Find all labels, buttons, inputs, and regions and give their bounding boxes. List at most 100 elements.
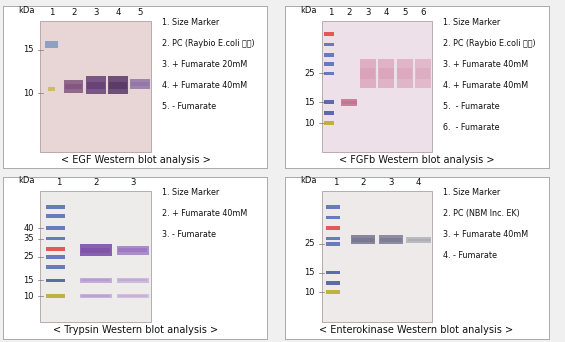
Bar — [415, 59, 431, 88]
Bar — [416, 68, 431, 79]
Text: 4: 4 — [115, 8, 121, 17]
Text: 2: 2 — [346, 8, 352, 17]
Bar — [86, 76, 106, 94]
Bar — [359, 59, 376, 88]
Bar — [342, 101, 357, 104]
Bar — [379, 68, 393, 79]
Text: 25: 25 — [23, 252, 34, 261]
Bar — [321, 191, 432, 323]
Bar — [324, 101, 334, 104]
Bar — [87, 82, 105, 89]
Text: 1. Size Marker: 1. Size Marker — [162, 188, 219, 197]
Text: 1: 1 — [333, 178, 338, 187]
Bar — [326, 237, 340, 240]
Text: 25: 25 — [305, 239, 315, 248]
Bar — [46, 205, 65, 209]
Text: 15: 15 — [23, 45, 34, 54]
Bar — [41, 21, 151, 152]
Bar — [324, 63, 334, 66]
Text: 1. Size Marker: 1. Size Marker — [443, 18, 500, 27]
Text: 15: 15 — [305, 268, 315, 277]
Text: 4: 4 — [384, 8, 389, 17]
Bar — [118, 249, 147, 252]
Bar — [46, 294, 65, 298]
Text: 2: 2 — [93, 178, 99, 187]
Bar — [116, 294, 149, 299]
Text: 3: 3 — [365, 8, 371, 17]
Bar — [324, 71, 334, 75]
Text: < Trypsin Western blot analysis >: < Trypsin Western blot analysis > — [53, 325, 218, 335]
Bar — [321, 21, 432, 152]
Text: 1. Size Marker: 1. Size Marker — [443, 188, 500, 197]
Bar — [351, 235, 375, 245]
Bar — [379, 235, 403, 245]
Text: 2. PC (Raybio E.coli 유래): 2. PC (Raybio E.coli 유래) — [162, 39, 254, 48]
Text: 3. - Fumarate: 3. - Fumarate — [162, 230, 216, 239]
Text: 1: 1 — [56, 178, 62, 187]
Bar — [326, 216, 340, 219]
Bar — [360, 68, 375, 79]
Text: 6.  - Fumarate: 6. - Fumarate — [443, 123, 499, 132]
Bar — [45, 41, 58, 48]
Bar — [132, 82, 149, 86]
Text: 4: 4 — [416, 178, 421, 187]
Bar — [378, 59, 394, 88]
Text: kDa: kDa — [19, 5, 35, 15]
Text: kDa: kDa — [300, 176, 316, 185]
Text: 2. PC (NBM Inc. EK): 2. PC (NBM Inc. EK) — [443, 209, 520, 218]
Bar — [46, 226, 65, 230]
Text: 15: 15 — [23, 276, 34, 285]
Bar — [324, 111, 334, 115]
Bar — [326, 281, 340, 285]
Text: 40: 40 — [23, 224, 34, 233]
Bar — [324, 121, 334, 125]
Text: 3. + Fumarate 40mM: 3. + Fumarate 40mM — [443, 230, 528, 239]
Text: 5: 5 — [137, 8, 143, 17]
Text: 5. - Fumarate: 5. - Fumarate — [162, 102, 216, 111]
Bar — [47, 87, 55, 91]
Bar — [81, 279, 111, 281]
Text: 2: 2 — [360, 178, 366, 187]
Text: 1: 1 — [49, 8, 54, 17]
Bar — [326, 226, 340, 230]
Bar — [46, 279, 65, 282]
Text: 5: 5 — [402, 8, 407, 17]
Bar — [46, 265, 65, 269]
Bar — [341, 99, 358, 106]
Text: 10: 10 — [305, 119, 315, 128]
Bar — [80, 245, 112, 256]
Bar — [116, 278, 149, 283]
Bar — [109, 82, 127, 89]
Bar — [108, 76, 128, 94]
Text: kDa: kDa — [300, 5, 316, 15]
Bar — [80, 294, 112, 299]
Text: 15: 15 — [305, 98, 315, 107]
Text: 5.  - Fumarate: 5. - Fumarate — [443, 102, 499, 111]
Text: 3: 3 — [388, 178, 394, 187]
Text: 3. + Fumarate 20mM: 3. + Fumarate 20mM — [162, 60, 247, 69]
Bar — [41, 191, 151, 323]
Bar — [326, 290, 340, 294]
Text: 4. - Fumarate: 4. - Fumarate — [443, 251, 497, 260]
Bar — [80, 278, 112, 283]
Bar — [397, 59, 413, 88]
Text: 3: 3 — [130, 178, 136, 187]
Bar — [81, 248, 111, 253]
Bar — [407, 238, 429, 241]
Bar — [380, 238, 402, 242]
Bar — [397, 68, 412, 79]
Bar — [116, 246, 149, 255]
Text: 4. + Fumarate 40mM: 4. + Fumarate 40mM — [162, 81, 247, 90]
Text: 1. Size Marker: 1. Size Marker — [162, 18, 219, 27]
Bar — [46, 247, 65, 251]
Text: kDa: kDa — [19, 176, 35, 185]
Bar — [46, 255, 65, 259]
Text: < Enterokinase Western blot analysis >: < Enterokinase Western blot analysis > — [319, 325, 514, 335]
Text: < FGFb Western blot analysis >: < FGFb Western blot analysis > — [339, 155, 494, 165]
Bar — [81, 295, 111, 297]
Text: 10: 10 — [23, 292, 34, 301]
Bar — [326, 271, 340, 274]
Text: 10: 10 — [23, 89, 34, 97]
Bar — [324, 53, 334, 57]
Bar — [326, 242, 340, 246]
